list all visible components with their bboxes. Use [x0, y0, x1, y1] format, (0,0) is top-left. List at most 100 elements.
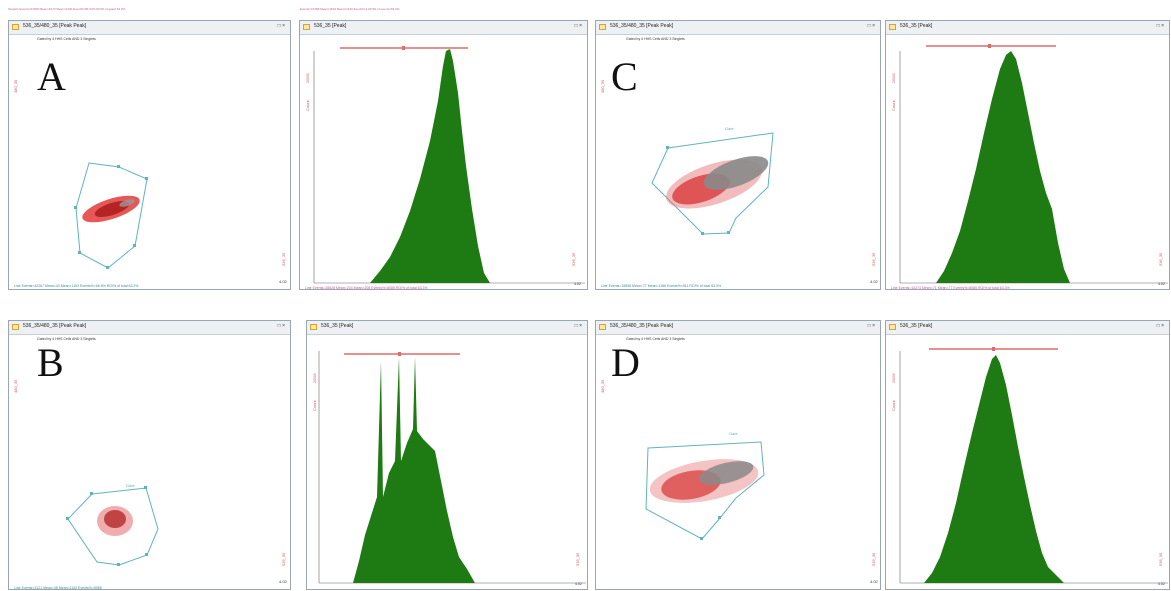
dotplot-a: 480_35 536_35 4.02 Line Events=42267 Mea… [13, 79, 288, 288]
gate-vertex[interactable] [700, 537, 703, 540]
panel-a-histogram[interactable]: 536_35 [Peak] □ × 20000 Count Line Event… [299, 20, 588, 290]
gate-vertex[interactable] [74, 206, 77, 209]
gated-by-text: Gated by 4 HHS Cells AND 3 Singlets [626, 37, 685, 41]
gate-polygon[interactable] [645, 441, 765, 540]
range-marker-handle[interactable] [402, 46, 405, 50]
gate-label: Gate [725, 126, 734, 131]
window-buttons[interactable]: □ × [277, 323, 285, 329]
cell-population-core [104, 510, 126, 528]
stats-footer: Line Events=42267 Mean=43 Mean=1152 Even… [14, 284, 138, 288]
y-axis-label: 480_35 [13, 379, 18, 393]
cell-population-gray [119, 199, 135, 207]
gate-vertex[interactable] [666, 146, 669, 149]
panel-c-dotplot[interactable]: 536_35/480_35 [Peak Peak] □ × Gated by 4… [595, 20, 881, 290]
y-axis-label: Count [891, 99, 896, 111]
stats-footer: Line Events=28628 Mean=204 Mean=208 Even… [305, 286, 428, 290]
x-axis-label: 536_35 [281, 252, 286, 266]
window-icon [889, 24, 896, 30]
gate-vertex[interactable] [117, 165, 120, 168]
gated-by-text: Gated by 4 HHS Cells AND 3 Singlets [37, 337, 96, 341]
x-axis-label: 536_35 [871, 252, 876, 266]
panel-b-histogram[interactable]: 536_35 [Peak] □ × 20000 Count 536_35 4.0… [306, 320, 588, 590]
titlebar[interactable]: 536_35/480_35 [Peak Peak] □ × [596, 21, 880, 35]
window-icon [599, 324, 606, 330]
panel-letter-b: B [37, 340, 64, 385]
x-axis-label: 536_35 [571, 252, 576, 266]
titlebar[interactable]: 536_35 [Peak] □ × [300, 21, 587, 35]
panel-letter-a: A [37, 54, 66, 99]
panel-c-histogram[interactable]: 536_35 [Peak] □ × 20000 Count Line Event… [885, 20, 1170, 290]
gate-vertex[interactable] [718, 516, 721, 519]
gate-vertex[interactable] [66, 517, 69, 520]
panel-d-histogram[interactable]: 536_35 [Peak] □ × 20000 Count 536_35 4.0… [885, 320, 1170, 590]
panel-d-dotplot[interactable]: 536_35/480_35 [Peak Peak] □ × Gated by 4… [595, 320, 881, 590]
range-marker-handle[interactable] [988, 44, 991, 48]
gate-vertex[interactable] [727, 231, 730, 234]
titlebar[interactable]: 536_35 [Peak] □ × [886, 21, 1169, 35]
y-axis-label: 480_35 [600, 79, 605, 93]
gate-vertex[interactable] [133, 244, 136, 247]
window-buttons[interactable]: □ × [1156, 23, 1164, 29]
gate-vertex[interactable] [145, 177, 148, 180]
titlebar[interactable]: 536_35 [Peak] □ × [307, 321, 587, 335]
window-buttons[interactable]: □ × [867, 323, 875, 329]
histogram-a: 20000 Count Line Events=28628 Mean=204 M… [305, 46, 585, 290]
dotplot-d: 480_35 536_35 4.02 Gate [600, 379, 879, 584]
gate-polygon[interactable] [651, 132, 774, 235]
gate-vertex[interactable] [78, 251, 81, 254]
panel-a-dotplot[interactable]: 536_35/480_35 [Peak Peak] □ × Gated by 4… [8, 20, 291, 290]
gate-vertex[interactable] [106, 266, 109, 269]
cell-population-gray [703, 156, 769, 190]
window-buttons[interactable]: □ × [574, 23, 582, 29]
x-axis-max: 4.02 [1158, 582, 1165, 586]
x-axis-max: 4.02 [279, 579, 288, 584]
x-axis-label: 536_35 [1158, 252, 1163, 266]
plot-title: 536_35 [Peak] [900, 23, 933, 29]
panel-b-dotplot[interactable]: 536_35/480_35 [Peak Peak] □ × Gated by 4… [8, 320, 291, 590]
gate-polygon[interactable] [67, 487, 159, 566]
y-axis-max: 20000 [892, 73, 896, 83]
titlebar[interactable]: 536_35/480_35 [Peak Peak] □ × [9, 321, 290, 335]
y-axis-max: 20000 [306, 73, 310, 83]
stats-footer: Line Events=3121 Mean=38 Mean=1152 Event… [14, 586, 102, 590]
histogram-b: 20000 Count 536_35 4.02 [312, 351, 586, 586]
gate-vertex[interactable] [701, 232, 704, 235]
titlebar[interactable]: 536_35 [Peak] □ × [886, 321, 1169, 335]
range-marker-handle[interactable] [398, 352, 401, 356]
gate-polygon[interactable] [75, 162, 148, 269]
titlebar[interactable]: 536_35/480_35 [Peak Peak] □ × [9, 21, 290, 35]
stats-footer: Line Events=15898 Mean=77 Mean=1186 Even… [601, 284, 721, 288]
window-buttons[interactable]: □ × [1156, 323, 1164, 329]
x-axis-max: 4.02 [1158, 282, 1165, 286]
window-buttons[interactable]: □ × [574, 323, 582, 329]
gate-vertex[interactable] [145, 553, 148, 556]
x-axis-label: 536_35 [575, 552, 580, 566]
gated-by-text: Gated by 4 HHS Cells AND 3 Singlets [37, 37, 96, 41]
y-axis-label: 480_35 [13, 79, 18, 93]
gate-vertex[interactable] [117, 563, 120, 566]
y-axis-label: 480_35 [600, 379, 605, 393]
stats-footer: Line Events=14274 Mean=71 Mean=77 Events… [891, 286, 1010, 290]
x-axis-max: 4.02 [574, 282, 581, 286]
window-icon [303, 24, 310, 30]
x-axis-label: 536_35 [281, 552, 286, 566]
histogram-fill [314, 49, 490, 283]
x-axis-max: 4.02 [279, 279, 288, 284]
window-buttons[interactable]: □ × [867, 23, 875, 29]
window-buttons[interactable]: □ × [277, 23, 285, 29]
stats-strip-a-hist: Events=47468 Mean=1534 Mean=1430 Event%=… [300, 7, 400, 11]
window-icon [310, 324, 317, 330]
histogram-fill [900, 355, 1064, 583]
range-marker-handle[interactable] [992, 347, 995, 351]
gate-vertex[interactable] [144, 486, 147, 489]
plot-title: 536_35 [Peak] [321, 323, 354, 329]
gate-vertex[interactable] [90, 492, 93, 495]
y-axis-max: 20000 [892, 373, 896, 383]
histogram-d: 20000 Count 536_35 4.02 [891, 347, 1168, 586]
dotplot-c: 480_35 536_35 4.02 Gate Line Events=1589… [600, 79, 879, 288]
histogram-c: 20000 Count Line Events=14274 Mean=71 Me… [891, 44, 1168, 290]
titlebar[interactable]: 536_35/480_35 [Peak Peak] □ × [596, 321, 880, 335]
x-axis-max: 4.02 [870, 579, 879, 584]
window-icon [12, 24, 19, 30]
gate-label: Gate [729, 431, 738, 436]
